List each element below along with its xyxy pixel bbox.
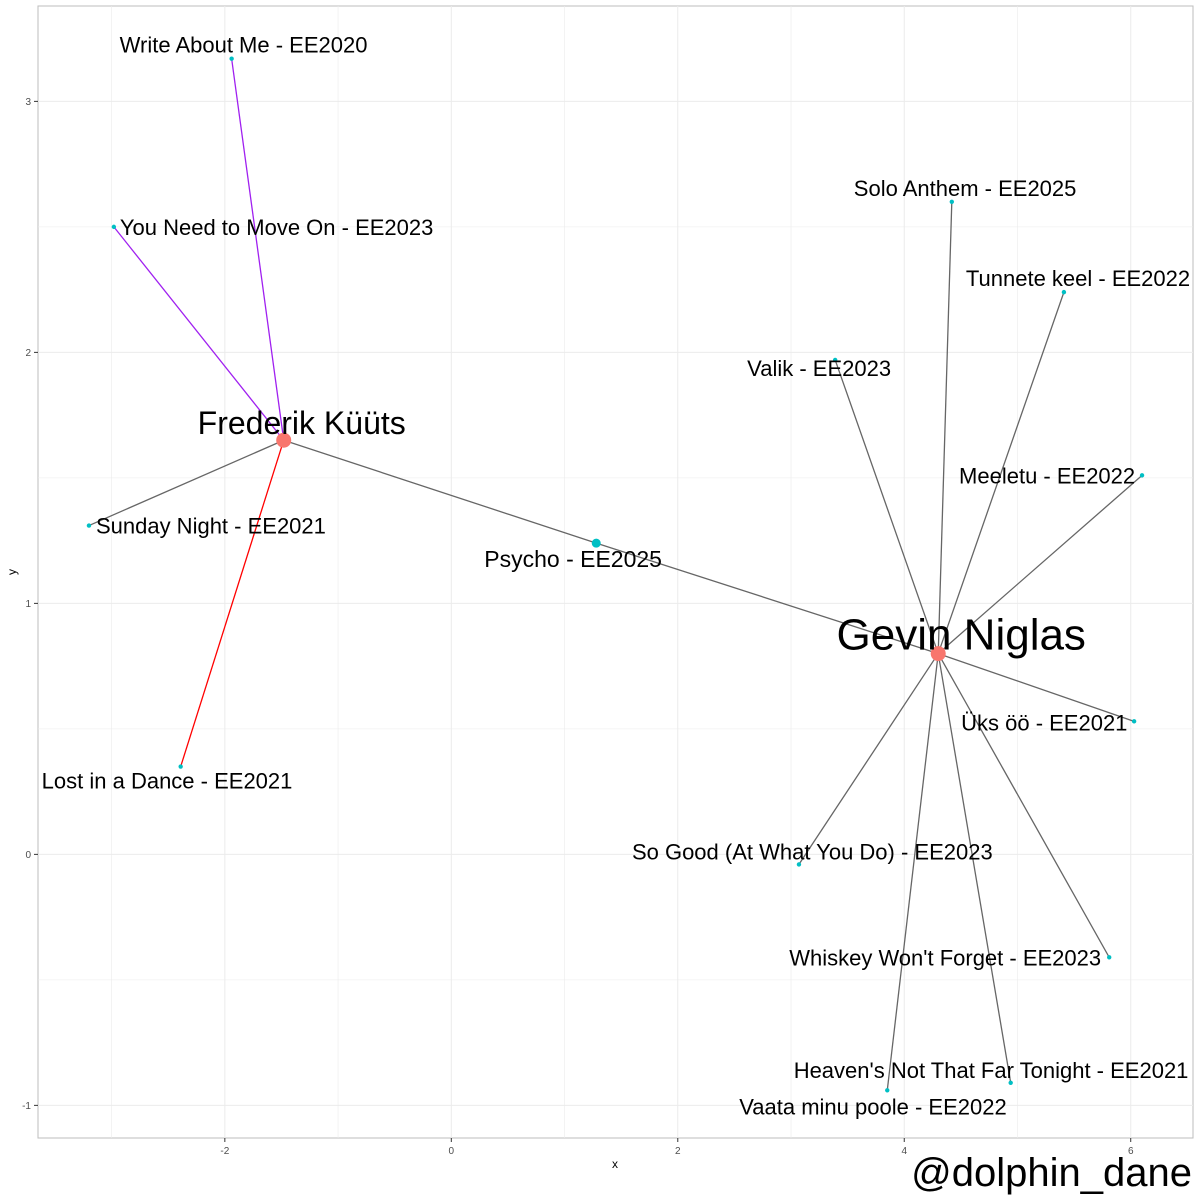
label-solo: Solo Anthem - EE2025 <box>854 176 1077 201</box>
x-axis-title: x <box>612 1157 618 1171</box>
label-uksoo: Üks öö - EE2021 <box>961 710 1127 735</box>
node-sogood <box>796 862 802 867</box>
node-heaven <box>1008 1080 1013 1085</box>
node-psycho <box>591 538 601 548</box>
node-frederik <box>276 432 292 448</box>
edge-gevin-heaven <box>937 653 1012 1083</box>
y-tick-label: 0 <box>25 850 31 861</box>
label-frederik: Frederik Küüts <box>198 405 406 441</box>
x-tick-label: 0 <box>449 1146 455 1157</box>
node-tunnete <box>1061 289 1067 295</box>
edge-psycho-gevin <box>596 542 939 655</box>
edge-frederik-moveon <box>113 226 285 441</box>
node-uksoo <box>1131 719 1137 724</box>
label-psycho: Psycho - EE2025 <box>484 546 662 572</box>
edge-gevin-tunnete <box>937 291 1065 654</box>
node-whiskey <box>1107 955 1112 960</box>
node-moveon <box>111 224 117 230</box>
y-tick-label: 1 <box>25 599 31 610</box>
node-solo <box>949 199 955 204</box>
label-vaata: Vaata minu poole - EE2022 <box>739 1094 1006 1119</box>
label-valik: Valik - EE2023 <box>747 356 891 381</box>
edge-frederik-psycho <box>283 439 597 544</box>
edge-gevin-solo <box>937 201 953 654</box>
edge-gevin-valik <box>834 359 939 654</box>
nodes <box>86 56 1145 1093</box>
edge-gevin-sogood <box>798 653 939 865</box>
x-tick-label: 2 <box>675 1146 681 1157</box>
node-sunday <box>86 523 92 528</box>
label-heaven: Heaven's Not That Far Tonight - EE2021 <box>794 1058 1189 1083</box>
node-vaata <box>885 1088 890 1093</box>
y-tick-label: -1 <box>22 1101 31 1112</box>
x-tick-label: -2 <box>220 1146 229 1157</box>
x-tick-label: 6 <box>1128 1146 1134 1157</box>
y-axis-title: y <box>5 569 19 575</box>
axis-ticks: -2 0 2 4 6 -1 0 1 2 3 <box>22 97 1134 1157</box>
edge-frederik-write <box>230 58 285 441</box>
edge-gevin-uksoo <box>938 652 1135 722</box>
node-labels: Frederik Küüts Gevin Niglas Psycho - EE202… <box>42 33 1190 1120</box>
node-meeletu <box>1139 473 1145 478</box>
edge-gevin-meeletu <box>937 474 1143 655</box>
label-meeletu: Meeletu - EE2022 <box>959 463 1135 488</box>
y-tick-label: 3 <box>25 97 31 108</box>
label-gevin: Gevin Niglas <box>837 611 1086 660</box>
edge-frederik-dance <box>180 440 285 767</box>
grid-lines <box>38 6 1193 1138</box>
watermark-handle: @dolphin_dane <box>911 1151 1192 1195</box>
edges <box>88 58 1143 1091</box>
label-moveon: You Need to Move On - EE2023 <box>120 215 434 240</box>
label-tunnete: Tunnete keel - EE2022 <box>966 266 1190 291</box>
node-dance <box>178 764 183 769</box>
edge-gevin-vaata <box>886 653 939 1091</box>
y-tick-label: 2 <box>25 348 31 359</box>
node-write <box>229 56 234 61</box>
label-write: Write About Me - EE2020 <box>120 33 368 58</box>
label-dance: Lost in a Dance - EE2021 <box>42 769 293 794</box>
node-gevin <box>930 646 946 662</box>
x-tick-label: 4 <box>901 1146 907 1157</box>
label-whiskey: Whiskey Won't Forget - EE2023 <box>789 945 1101 970</box>
node-valik <box>832 357 838 363</box>
label-sunday: Sunday Night - EE2021 <box>96 514 326 539</box>
label-sogood: So Good (At What You Do) - EE2023 <box>632 839 993 864</box>
edge-frederik-sunday <box>88 439 284 527</box>
edge-gevin-whiskey <box>937 653 1110 958</box>
plot-background <box>37 5 1194 1139</box>
